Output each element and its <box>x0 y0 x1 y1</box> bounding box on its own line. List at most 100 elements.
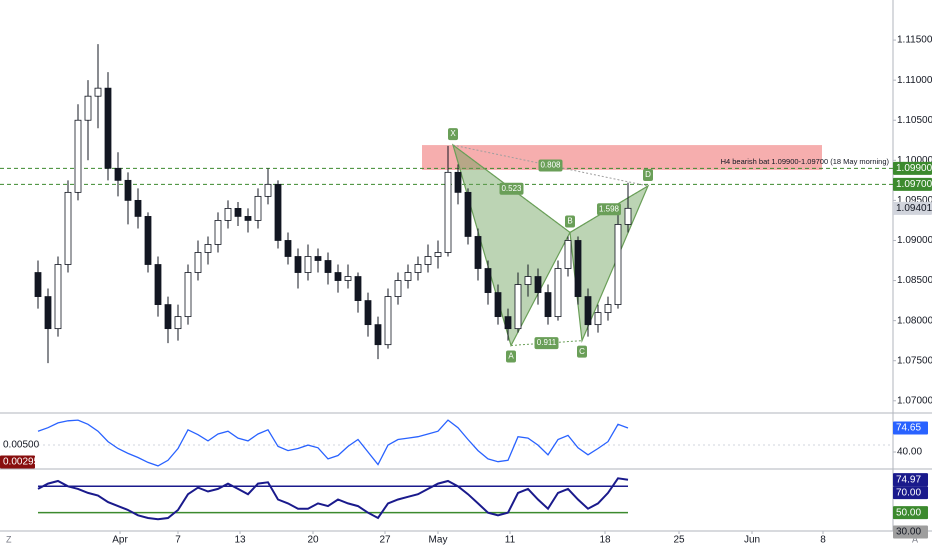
candle-body <box>544 292 552 318</box>
candle-body <box>274 183 282 241</box>
last-price-tag-box <box>893 201 932 215</box>
point-label-box <box>565 215 575 228</box>
candle-body <box>574 240 582 297</box>
value-tag-box <box>893 473 928 487</box>
ratio-line <box>452 144 649 187</box>
y-tick-label: 1.08000 <box>897 315 932 326</box>
y-tick-label: 1.07000 <box>897 395 932 406</box>
candle-body <box>394 280 402 297</box>
left-value-tag-box <box>0 455 35 469</box>
candle-body <box>424 256 432 265</box>
candle-body <box>474 236 482 269</box>
x-tick-label: 11 <box>505 535 516 546</box>
ratio-label: 0.911 <box>537 338 557 347</box>
y-tick-label: 1.09500 <box>897 195 932 206</box>
point-label: D <box>645 170 651 179</box>
y-tick-label: 1.11000 <box>897 75 932 86</box>
point-label-box <box>448 128 458 141</box>
candle-body <box>84 95 92 121</box>
indicator-line <box>37 477 629 521</box>
y-tick-label: 1.10500 <box>897 115 932 126</box>
level-tag: 1.09700 <box>896 179 932 190</box>
candle-body <box>144 216 152 265</box>
candle-body <box>464 191 472 237</box>
candle-body <box>264 183 272 197</box>
level-tag-box <box>893 161 932 175</box>
candle-body <box>44 296 52 330</box>
candle-body <box>364 300 372 326</box>
candle-body <box>554 268 562 318</box>
candle-body <box>594 312 602 326</box>
candle-body <box>484 268 492 293</box>
candle-body <box>284 240 292 257</box>
left-tick-label: 0.00500 <box>3 440 40 451</box>
candle-body <box>324 260 332 273</box>
candle-body <box>444 171 452 253</box>
candle-body <box>504 316 512 330</box>
candle-body <box>54 264 62 330</box>
candle-body <box>304 256 312 273</box>
candle-body <box>174 316 182 330</box>
x-tick-label: 8 <box>820 535 826 546</box>
left-value-tag: 0.00295 <box>3 457 40 468</box>
candle-body <box>404 272 412 281</box>
candle-body <box>294 256 302 273</box>
ratio-label: 0.808 <box>540 161 561 170</box>
candle-body <box>154 264 162 305</box>
candle-body <box>374 324 382 346</box>
ratio-label-box <box>538 159 563 172</box>
candle-body <box>454 171 462 193</box>
candle-body <box>604 304 612 314</box>
candle-body <box>64 191 72 265</box>
ratio-label-box <box>534 337 559 350</box>
auto-scale-icon[interactable]: A <box>912 534 918 544</box>
candle-body <box>494 292 502 318</box>
value-tag: 70.00 <box>896 487 921 498</box>
value-tag: 74.65 <box>896 423 921 434</box>
candle-body <box>164 304 172 330</box>
candle-body <box>344 276 352 281</box>
candle-body <box>34 272 42 297</box>
point-label-box <box>506 350 516 363</box>
x-tick-label: Jun <box>744 535 760 546</box>
y-tick-label: 40.00 <box>897 447 922 458</box>
candle-body <box>314 256 322 261</box>
value-tag: 30.00 <box>896 527 921 538</box>
x-tick-label: 25 <box>673 535 685 546</box>
candle-body <box>564 240 572 269</box>
candle-body <box>94 87 102 97</box>
x-tick-label: 20 <box>307 535 319 546</box>
x-tick-label: 27 <box>379 535 391 546</box>
indicator-line <box>37 419 629 467</box>
candle-body <box>244 216 252 221</box>
target-zone <box>422 145 822 170</box>
x-tick-label: Apr <box>112 535 128 546</box>
candle-body <box>124 179 132 201</box>
value-tag-box <box>893 421 928 435</box>
x-tick-label: 7 <box>175 535 181 546</box>
ratio-label: 0.523 <box>501 184 522 193</box>
candle-body <box>354 276 362 301</box>
value-tag-box <box>893 486 928 500</box>
last-price-tag: 1.09401 <box>896 203 932 214</box>
candle-body <box>234 208 242 217</box>
candle-body <box>414 264 422 273</box>
point-label-box <box>643 168 653 181</box>
x-tick-label: May <box>429 535 448 546</box>
timezone-icon[interactable]: Z <box>6 534 12 544</box>
candle-body <box>184 272 192 318</box>
ratio-label-box <box>499 182 524 195</box>
candle-body <box>514 284 522 330</box>
point-label: B <box>567 217 572 226</box>
candle-body <box>134 199 142 217</box>
candle-body <box>434 252 442 257</box>
point-label: A <box>508 352 514 361</box>
candle-body <box>214 220 222 245</box>
candle-body <box>524 276 532 285</box>
y-tick-label: 1.10000 <box>897 155 932 166</box>
y-tick-label: 1.09000 <box>897 235 932 246</box>
candle-body <box>104 87 112 169</box>
candle-body <box>74 119 82 193</box>
candle-body <box>334 272 342 281</box>
